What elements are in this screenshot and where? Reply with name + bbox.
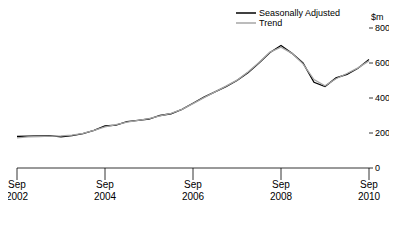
svg-text:Sep2006: Sep2006	[182, 179, 205, 202]
html-text:Seasonally Adjusted: Seasonally Adjusted	[259, 8, 341, 18]
svg-text:Sep2004: Sep2004	[94, 179, 117, 202]
svg-text:400: 400	[375, 93, 389, 103]
svg-text:200: 200	[375, 128, 389, 138]
svg-text:$m: $m	[371, 12, 384, 22]
html-text:Trend: Trend	[259, 18, 283, 28]
svg-text:600: 600	[375, 58, 389, 68]
svg-text:800: 800	[375, 23, 389, 33]
svg-text:Sep2010: Sep2010	[358, 179, 381, 202]
svg-text:Sep2008: Sep2008	[270, 179, 293, 202]
svg-text:Sep2002: Sep2002	[8, 179, 29, 202]
svg-text:0: 0	[375, 163, 380, 173]
